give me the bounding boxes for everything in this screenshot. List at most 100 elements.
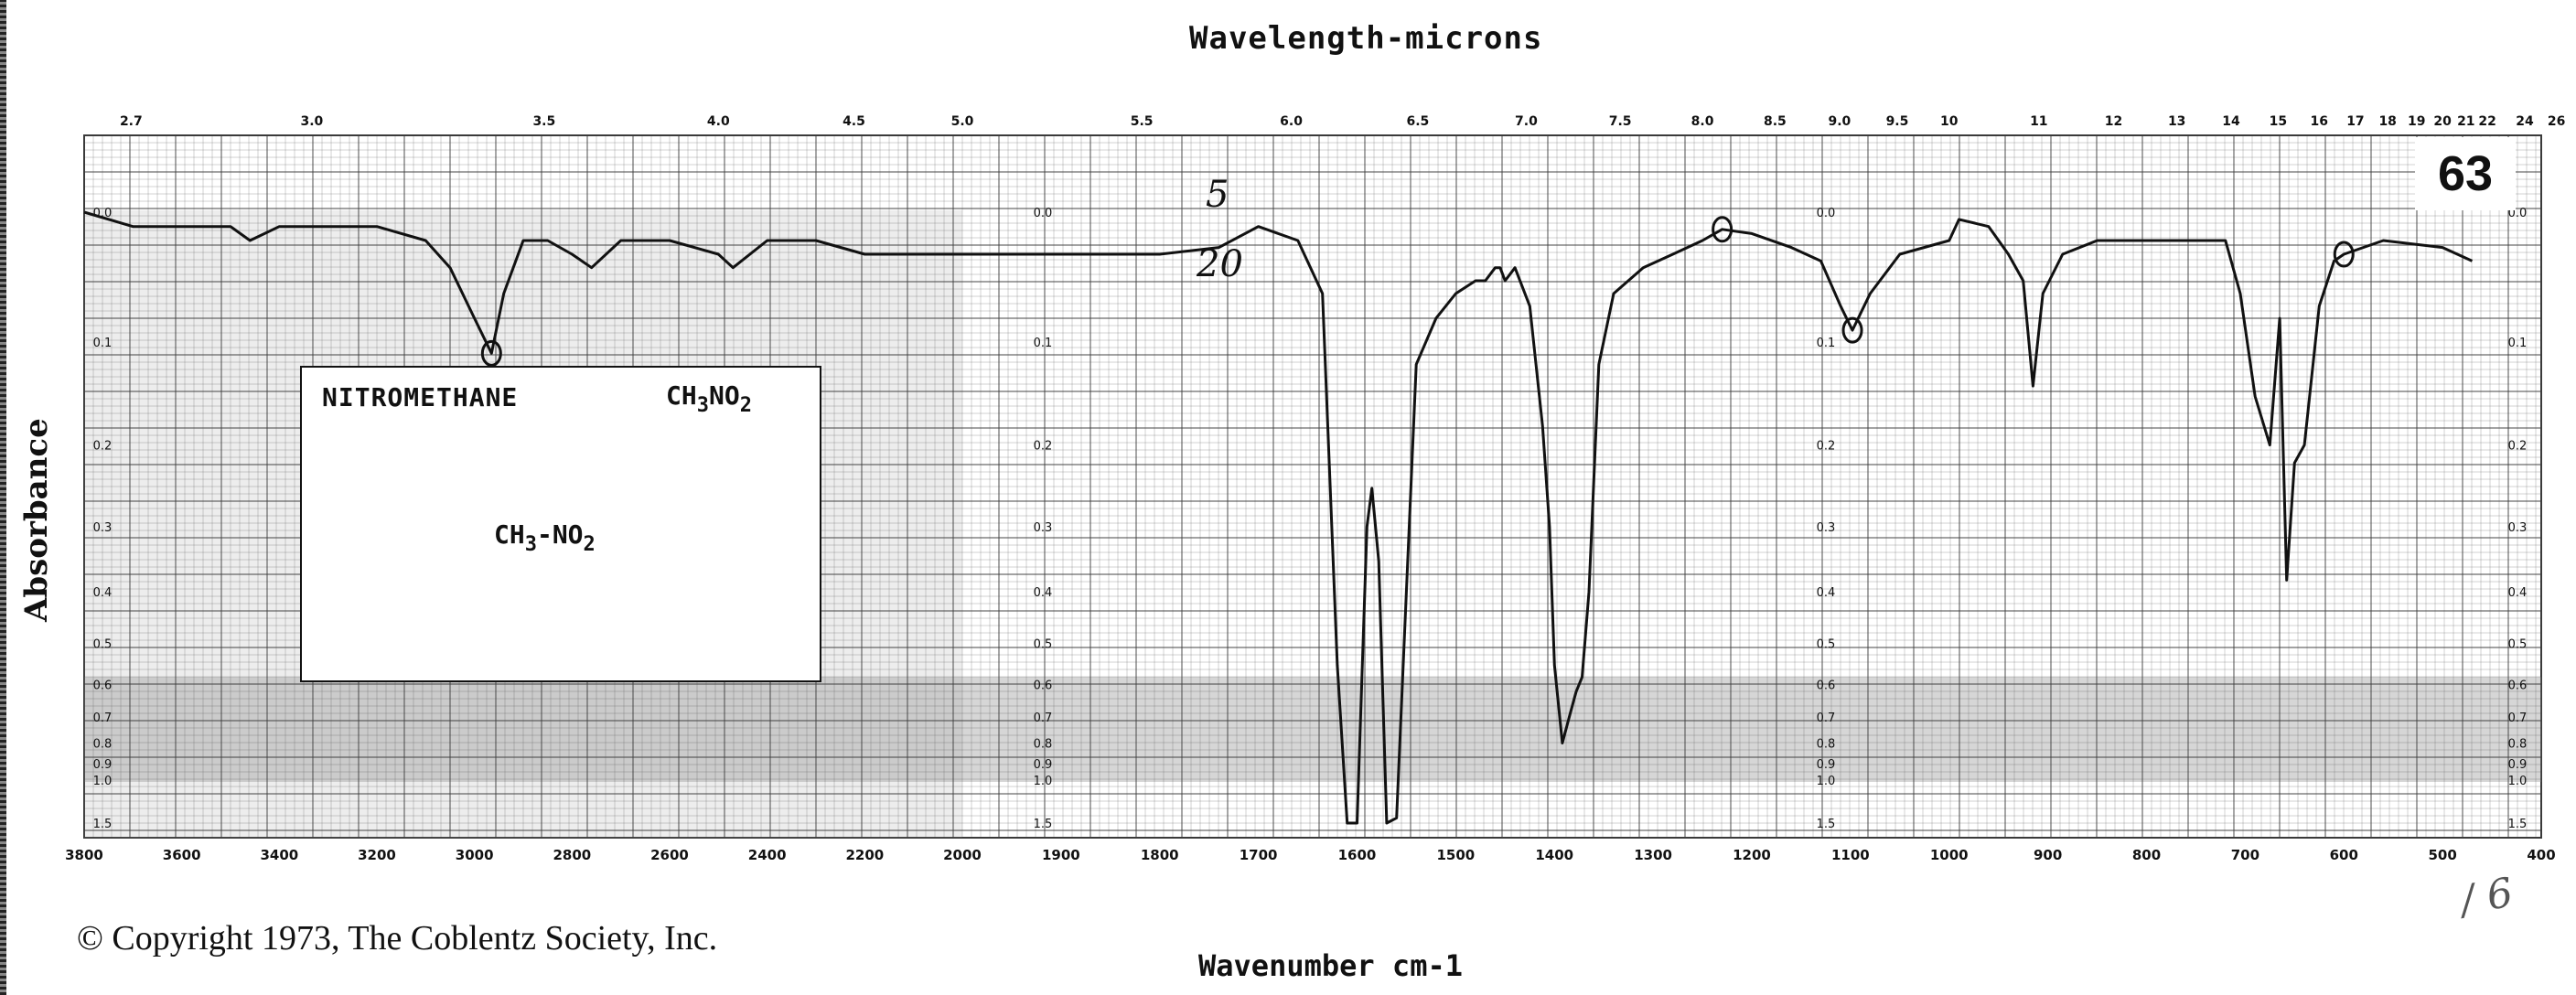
y-tick-label: 0.9	[1034, 758, 1053, 772]
y-tick-label: 0.6	[1817, 679, 1836, 693]
x2-tick-label: 10	[1940, 114, 1959, 129]
x-tick-label: 2200	[845, 847, 884, 863]
y-tick-label: 0.7	[1817, 711, 1836, 725]
x2-tick-label: 5.0	[951, 114, 974, 129]
x-tick-label: 1100	[1831, 847, 1870, 863]
structure-subscript: 3	[524, 533, 537, 556]
y-tick-label: 0.1	[1034, 337, 1053, 350]
peak-marker	[1841, 316, 1863, 344]
formula-part: CH	[666, 380, 697, 411]
y-tick-label: 0.5	[1034, 638, 1053, 652]
structure-subscript: 2	[583, 533, 596, 556]
y-tick-label: 0.9	[2508, 758, 2528, 772]
x2-tick-label: 2.7	[120, 114, 143, 129]
y-tick-label: 1.0	[2508, 775, 2528, 788]
y-tick-label: 0.7	[1034, 711, 1053, 725]
x-tick-label: 1600	[1338, 847, 1377, 863]
structure-part: -NO	[536, 519, 584, 550]
x2-tick-label: 8.5	[1764, 114, 1787, 129]
y-tick-label: 0.0	[1034, 207, 1053, 220]
y-tick-label: 0.0	[1817, 207, 1836, 220]
formula-subscript: 2	[739, 394, 752, 417]
compound-name: NITROMETHANE	[322, 382, 519, 412]
peak-marker	[2333, 241, 2355, 268]
x2-tick-label: 5.5	[1131, 114, 1154, 129]
handwritten-note-20: 20	[1197, 243, 1243, 285]
x2-tick-label: 3.5	[532, 114, 555, 129]
x2-tick-label: 9.5	[1886, 114, 1909, 129]
y-tick-label: 0.2	[2508, 440, 2528, 454]
spectrum-number: 63	[2415, 137, 2516, 210]
x-tick-label: 800	[2132, 847, 2161, 863]
y-tick-label: 0.2	[1817, 440, 1836, 454]
x-tick-label: 1200	[1733, 847, 1771, 863]
y-tick-label: 1.0	[1034, 775, 1053, 788]
x2-tick-label: 15	[2270, 114, 2287, 129]
x-tick-label: 3600	[163, 847, 201, 863]
y-tick-label: 0.2	[93, 440, 113, 454]
y-tick-label: 0.3	[93, 521, 113, 535]
x2-tick-label: 21	[2457, 114, 2474, 129]
x2-tick-label: 7.0	[1515, 114, 1538, 129]
x2-tick-label: 20	[2433, 114, 2452, 129]
bottom-axis-title: Wavenumber cm-1	[1198, 948, 1463, 983]
x-tick-label: 900	[2034, 847, 2062, 863]
y-tick-label: 0.5	[1817, 638, 1836, 652]
y-tick-label: 0.1	[93, 337, 113, 350]
y-tick-label: 0.4	[93, 586, 113, 600]
x2-tick-label: 19	[2408, 114, 2425, 129]
y-tick-label: 0.6	[1034, 679, 1053, 693]
y-tick-label: 1.5	[1817, 818, 1836, 831]
structure-formula: CH3-NO2	[494, 519, 596, 556]
formula-subscript: 3	[696, 394, 709, 417]
y-tick-label: 1.0	[93, 775, 113, 788]
x2-tick-label: 9.0	[1828, 114, 1851, 129]
x-tick-label: 1000	[1930, 847, 1969, 863]
formula-part: NO	[708, 380, 740, 411]
x-tick-label: 2400	[748, 847, 787, 863]
x-tick-label: 400	[2527, 847, 2555, 863]
peak-marker	[480, 339, 502, 367]
y-tick-label: 0.5	[2508, 638, 2528, 652]
y-tick-label: 0.8	[1817, 737, 1836, 751]
x2-tick-label: 6.5	[1406, 114, 1429, 129]
x2-tick-label: 7.5	[1609, 114, 1632, 129]
x2-tick-label: 11	[2030, 114, 2047, 129]
y-tick-label: 0.4	[1817, 586, 1836, 600]
y-tick-label: 0.1	[1817, 337, 1836, 350]
molecular-formula: CH3NO2	[666, 380, 752, 417]
x-tick-label: 3800	[65, 847, 103, 863]
x2-tick-label: 6.0	[1280, 114, 1303, 129]
tick-labels: 3800 3600 3400 3200 3000 2800 2600 2400 2200 2000…	[65, 114, 2565, 863]
x2-tick-label: 4.5	[843, 114, 865, 129]
structure-part: CH	[494, 519, 525, 550]
x2-tick-label: 14	[2222, 114, 2240, 129]
y-tick-label: 0.6	[2508, 679, 2528, 693]
spectrum-trace-group	[83, 210, 2474, 825]
x-tick-label: 1700	[1240, 847, 1278, 863]
y-tick-label: 0.9	[93, 758, 113, 772]
peak-marker	[1712, 216, 1733, 243]
x2-tick-label: 16	[2311, 114, 2328, 129]
x2-tick-label: 8.0	[1691, 114, 1714, 129]
x2-tick-label: 22	[2478, 114, 2496, 129]
top-axis-title: Wavelength-microns	[1189, 20, 1543, 57]
y-tick-label: 0.7	[2508, 711, 2528, 725]
handwritten-note-5: 5	[1206, 174, 1229, 216]
y-tick-label: 1.5	[1034, 818, 1053, 831]
y-tick-label: 0.4	[1034, 586, 1053, 600]
x-tick-label: 1800	[1141, 847, 1179, 863]
spectrum-trace	[83, 210, 2474, 825]
x2-tick-label: 26	[2548, 114, 2565, 129]
x2-tick-label: 3.0	[300, 114, 323, 129]
y-tick-label: 0.4	[2508, 586, 2528, 600]
x-tick-label: 3000	[456, 847, 494, 863]
x2-tick-label: 12	[2105, 114, 2122, 129]
x-tick-label: 2000	[943, 847, 982, 863]
y-tick-label: 0.3	[2508, 521, 2528, 535]
y-tick-label: 0.9	[1817, 758, 1836, 772]
x-tick-label: 2800	[553, 847, 591, 863]
y-tick-label: 0.3	[1817, 521, 1836, 535]
y-tick-label: 0.6	[93, 679, 113, 693]
